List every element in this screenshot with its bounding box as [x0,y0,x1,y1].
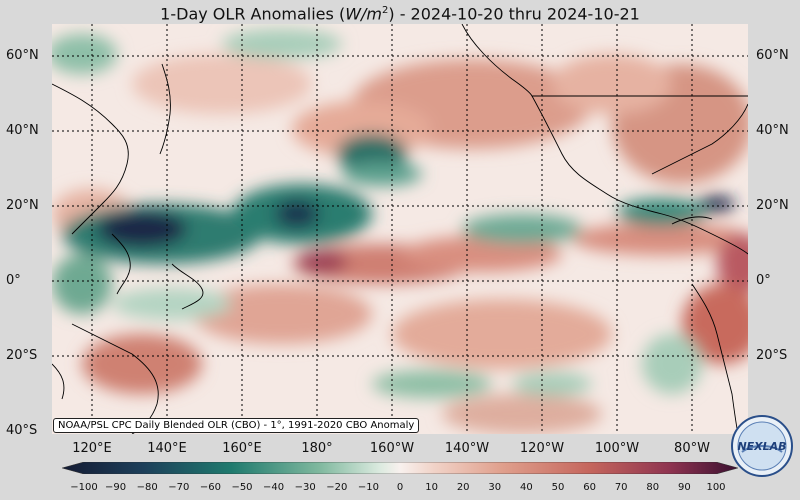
lon-label-180: 180° [301,441,333,456]
colorbar-tick-label: 0 [396,482,404,493]
map-canvas [52,24,748,434]
lat-label-left-60n: 60°N [6,48,39,63]
lon-label-140w: 140°W [444,441,490,456]
lat-label-left-20n: 20°N [6,198,39,213]
lat-label-right-20n: 20°N [756,198,789,213]
colorbar [62,462,738,474]
title-unit-exponent: 2 [381,5,389,16]
lat-label-left-eq: 0° [6,273,21,288]
lon-label-160w: 160°W [369,441,415,456]
coastlines [52,24,748,434]
lat-label-left-20s: 20°S [6,348,38,363]
colorbar-tick-label: −20 [326,482,348,493]
lon-label-100w: 100°W [594,441,640,456]
lat-label-right-20s: 20°S [756,348,788,363]
colorbar-tick-label: 50 [551,482,565,493]
colorbar-tick-label: 20 [456,482,470,493]
olr-anomaly-map [52,24,748,434]
nexlab-logo: NEXLAB [731,415,793,477]
colorbar-tick-label: 30 [488,482,502,493]
graticule [52,24,748,434]
title-prefix: 1-Day OLR Anomalies ( [160,4,346,24]
colorbar-tick-label: 40 [520,482,533,493]
colorbar-tick-label: −40 [263,482,285,493]
data-source-credit: NOAA/PSL CPC Daily Blended OLR (CBO) - 1… [53,418,420,433]
lon-label-120w: 120°W [519,441,565,456]
lat-label-left-40s: 40°S [6,423,38,438]
colorbar-tick-label: 60 [583,482,596,493]
title-suffix: ) - 2024-10-20 thru 2024-10-21 [388,4,640,24]
lon-label-80w: 80°W [674,441,710,456]
lat-label-right-eq: 0° [756,273,771,288]
colorbar-tick-label: 10 [425,482,438,493]
colorbar-tick-label: −70 [168,482,190,493]
colorbar-tick-label: 100 [706,482,726,493]
lon-label-160e: 160°E [222,441,262,456]
colorbar-tick-label: −30 [294,482,316,493]
lon-label-140e: 140°E [147,441,187,456]
colorbar-tick-label: −50 [231,482,253,493]
lat-label-right-60n: 60°N [756,48,789,63]
lon-label-120e: 120°E [72,441,112,456]
colorbar-tick-label: −80 [136,482,158,493]
logo-text: NEXLAB [737,440,786,453]
lat-label-left-40n: 40°N [6,123,39,138]
colorbar-tick-label: 80 [646,482,660,493]
map-title: 1-Day OLR Anomalies (W/m2) - 2024-10-20 … [0,0,800,24]
lat-label-right-40n: 40°N [756,123,789,138]
colorbar-tick-label: 90 [678,482,691,493]
title-unit: W/m [345,4,382,24]
anomaly-field [52,29,748,434]
colorbar-tick-label: −90 [105,482,127,493]
colorbar-tick-label: 70 [614,482,628,493]
colorbar-tick-label: −60 [199,482,221,493]
colorbar-tick-label: −100 [70,482,98,493]
colorbar-tick-label: −10 [357,482,379,493]
